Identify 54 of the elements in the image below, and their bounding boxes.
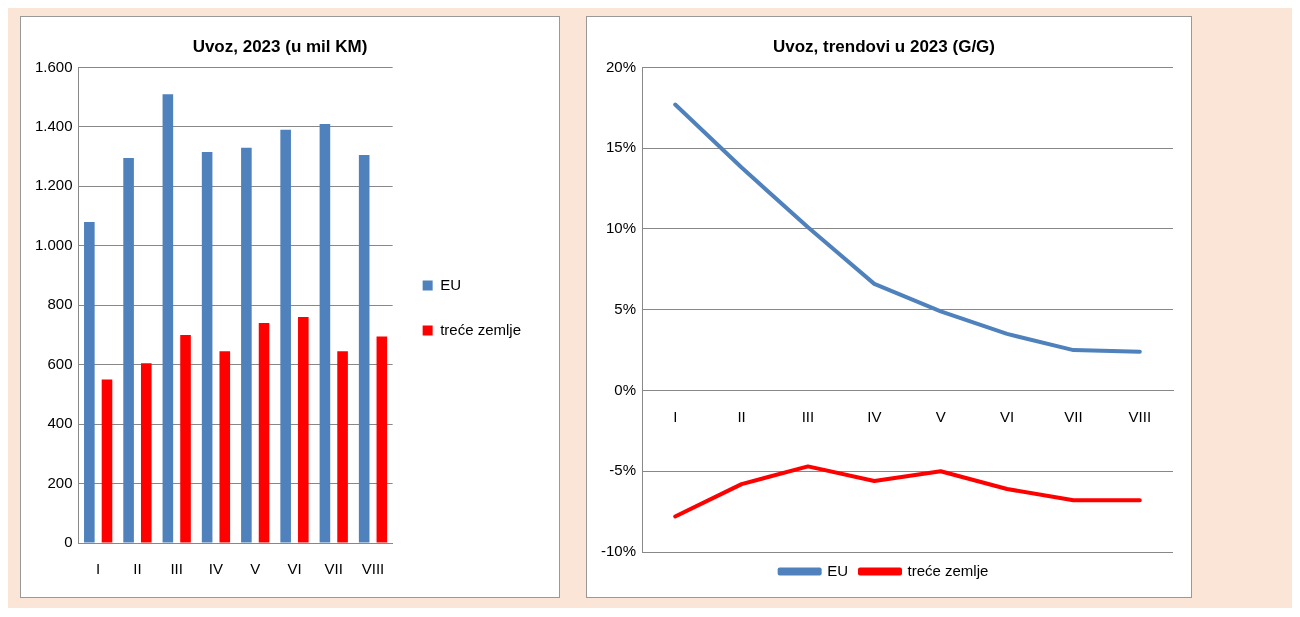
bar — [180, 334, 191, 543]
bar — [201, 152, 213, 543]
y-tick-label: 1.200 — [34, 176, 73, 194]
y-tick-label: 20% — [605, 57, 637, 75]
legend-label: EU — [827, 561, 848, 579]
bar — [319, 123, 331, 543]
legend-label: treće zemlje — [907, 561, 989, 579]
bar — [376, 336, 388, 543]
chart-title: Uvoz, 2023 (u mil KM) — [192, 36, 368, 56]
y-tick-label: 0 — [64, 533, 73, 551]
bar — [219, 351, 231, 543]
bar — [123, 158, 134, 543]
bar — [162, 94, 174, 543]
x-tick-label: V — [935, 407, 946, 425]
x-tick-label: III — [170, 560, 183, 578]
bar — [358, 155, 370, 543]
y-tick-label: 5% — [614, 299, 637, 317]
legend-label: EU — [440, 275, 461, 293]
x-tick-label: VI — [999, 407, 1015, 425]
x-tick-label: II — [737, 407, 746, 425]
chart-title: Uvoz, trendovi u 2023 (G/G) — [773, 36, 995, 56]
y-tick-label: -5% — [609, 461, 637, 479]
x-tick-label: III — [801, 407, 815, 425]
bar — [101, 379, 113, 543]
y-tick-label: 1.400 — [34, 116, 73, 134]
y-tick-label: 1.000 — [34, 235, 73, 253]
bar — [241, 147, 252, 543]
x-tick-label: II — [133, 560, 142, 578]
legend-label: treće zemlje — [440, 320, 521, 338]
y-tick-label: 600 — [47, 354, 73, 372]
y-tick-label: 15% — [605, 138, 637, 156]
bar — [298, 317, 309, 543]
x-tick-label: VIII — [361, 560, 385, 578]
bar — [140, 363, 152, 543]
x-tick-label: I — [96, 560, 101, 578]
x-tick-label: VIII — [1128, 407, 1152, 425]
bar — [280, 129, 291, 543]
y-tick-label: 400 — [47, 414, 73, 432]
x-tick-label: IV — [208, 560, 224, 578]
x-tick-label: I — [673, 407, 678, 425]
x-tick-label: VII — [324, 560, 343, 578]
y-tick-label: -10% — [600, 542, 637, 560]
y-tick-label: 800 — [47, 295, 73, 313]
y-tick-label: 10% — [605, 219, 637, 237]
bar — [84, 221, 95, 543]
y-tick-label: 0% — [614, 380, 637, 398]
x-tick-label: V — [250, 560, 261, 578]
y-tick-label: 1.600 — [34, 57, 73, 75]
y-tick-label: 200 — [47, 473, 73, 491]
x-tick-label: IV — [867, 407, 882, 425]
x-tick-label: VI — [287, 560, 302, 578]
bar — [258, 323, 270, 543]
bar — [337, 351, 348, 543]
x-tick-label: VII — [1064, 407, 1083, 425]
